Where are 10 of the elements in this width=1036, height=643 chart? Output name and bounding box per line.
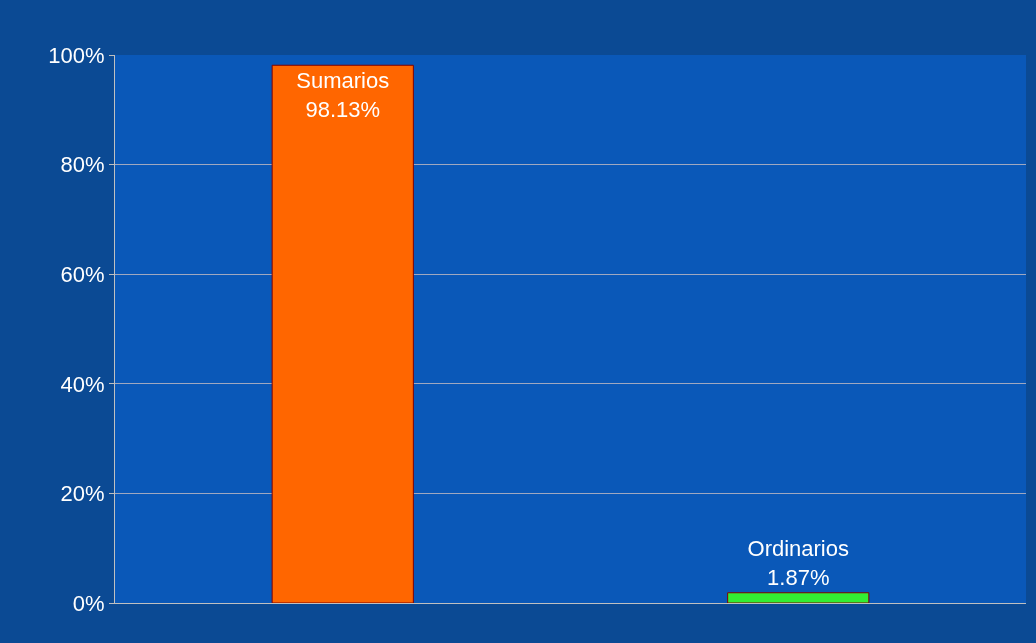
y-tick-label: 40% bbox=[60, 371, 105, 397]
y-tick-label: 0% bbox=[72, 590, 105, 616]
data-label: 1.87% bbox=[767, 564, 830, 590]
y-tick-label: 20% bbox=[60, 481, 105, 507]
data-label: 98.13% bbox=[305, 96, 381, 122]
x-tick-label: Ordinarios bbox=[747, 536, 849, 562]
y-tick-label: 80% bbox=[60, 152, 105, 178]
x-tick-label: Sumarios bbox=[296, 68, 390, 94]
y-tick-label: 100% bbox=[48, 42, 105, 68]
y-tick-label: 60% bbox=[60, 261, 105, 287]
